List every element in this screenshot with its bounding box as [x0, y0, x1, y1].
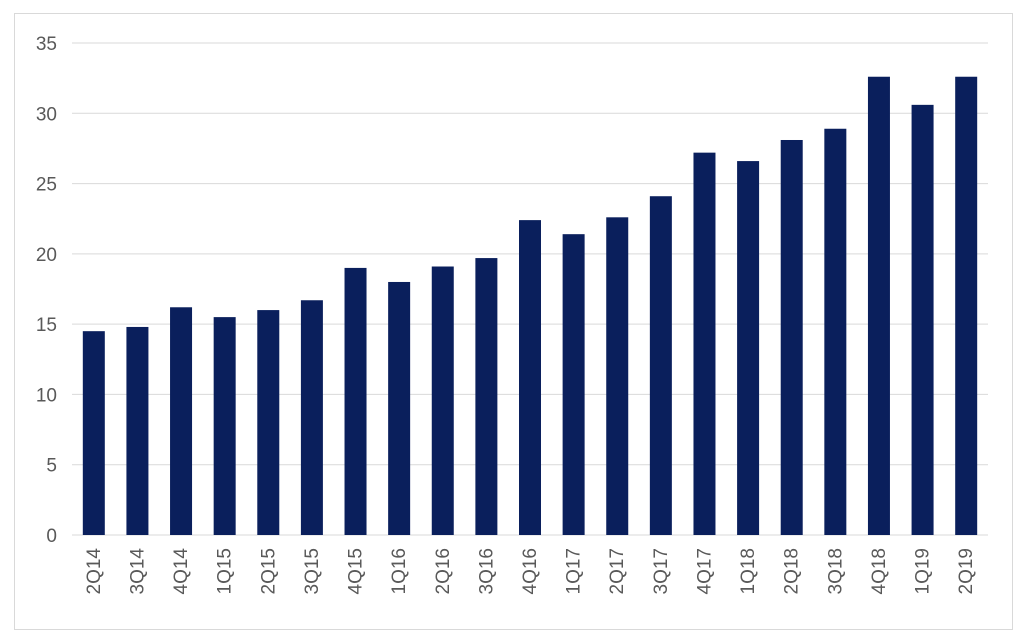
bar-1Q16: [388, 281, 411, 535]
bar-4Q16: [519, 220, 541, 535]
y-tick-label: 15: [36, 315, 57, 336]
x-tick-label: 1Q16: [389, 548, 410, 594]
x-tick-label: 1Q19: [913, 548, 934, 594]
bar-1Q19: [911, 104, 934, 535]
y-tick-label: 35: [36, 34, 57, 55]
x-axis-ticks: 2Q14 3Q14 4Q14 1Q15 2Q15 3Q15 4Q15 1Q16 2Q16 3Q16…: [84, 548, 977, 595]
bar-3Q17: [649, 196, 672, 536]
x-tick-label: 2Q18: [782, 548, 803, 594]
bar-4Q18: [867, 76, 890, 535]
x-tick-label: 4Q17: [694, 548, 715, 594]
x-tick-label: 2Q16: [433, 548, 454, 594]
y-tick-label: 30: [36, 104, 57, 125]
y-axis-ticks: 0 5 10 15 20 25 30 35: [36, 34, 57, 547]
bar-4Q14: [170, 307, 193, 535]
x-tick-label: 1Q15: [215, 548, 236, 594]
x-tick-label: 1Q17: [564, 548, 585, 594]
bar-2Q19: [955, 76, 978, 535]
bar-1Q17: [562, 234, 585, 536]
y-tick-label: 25: [36, 175, 57, 196]
x-tick-label: 3Q17: [651, 548, 672, 594]
bar-1Q15: [213, 317, 236, 535]
y-tick-label: 0: [46, 526, 57, 547]
bar-2Q16: [431, 266, 454, 535]
x-tick-label: 1Q18: [738, 548, 759, 594]
bar-3Q15: [300, 300, 323, 535]
x-tick-label: 2Q19: [956, 548, 977, 594]
bar-3Q14: [126, 326, 149, 535]
y-tick-label: 10: [36, 385, 57, 406]
bar-3Q18: [824, 128, 847, 535]
y-tick-label: 20: [36, 245, 57, 266]
x-tick-label: 3Q16: [476, 548, 497, 594]
bar-2Q15: [257, 310, 280, 535]
bar-2Q18: [780, 139, 803, 535]
x-tick-label: 3Q14: [127, 548, 148, 595]
x-tick-label: 2Q15: [258, 548, 279, 594]
x-tick-label: 4Q15: [346, 548, 367, 594]
x-tick-label: 4Q14: [171, 548, 192, 595]
bar-1Q18: [737, 161, 760, 535]
x-tick-label: 4Q16: [520, 548, 541, 594]
y-tick-label: 5: [46, 456, 57, 477]
bar-3Q16: [475, 258, 498, 535]
bar-2Q14: [82, 331, 105, 535]
x-tick-label: 3Q18: [825, 548, 846, 594]
x-tick-label: 4Q18: [869, 548, 890, 594]
x-tick-label: 2Q17: [607, 548, 628, 594]
bars: [82, 76, 978, 536]
x-tick-label: 2Q14: [84, 548, 105, 595]
bar-4Q17: [693, 152, 716, 535]
x-tick-label: 3Q15: [302, 548, 323, 594]
bar-4Q15: [344, 267, 367, 535]
bar-2Q17: [606, 217, 629, 535]
